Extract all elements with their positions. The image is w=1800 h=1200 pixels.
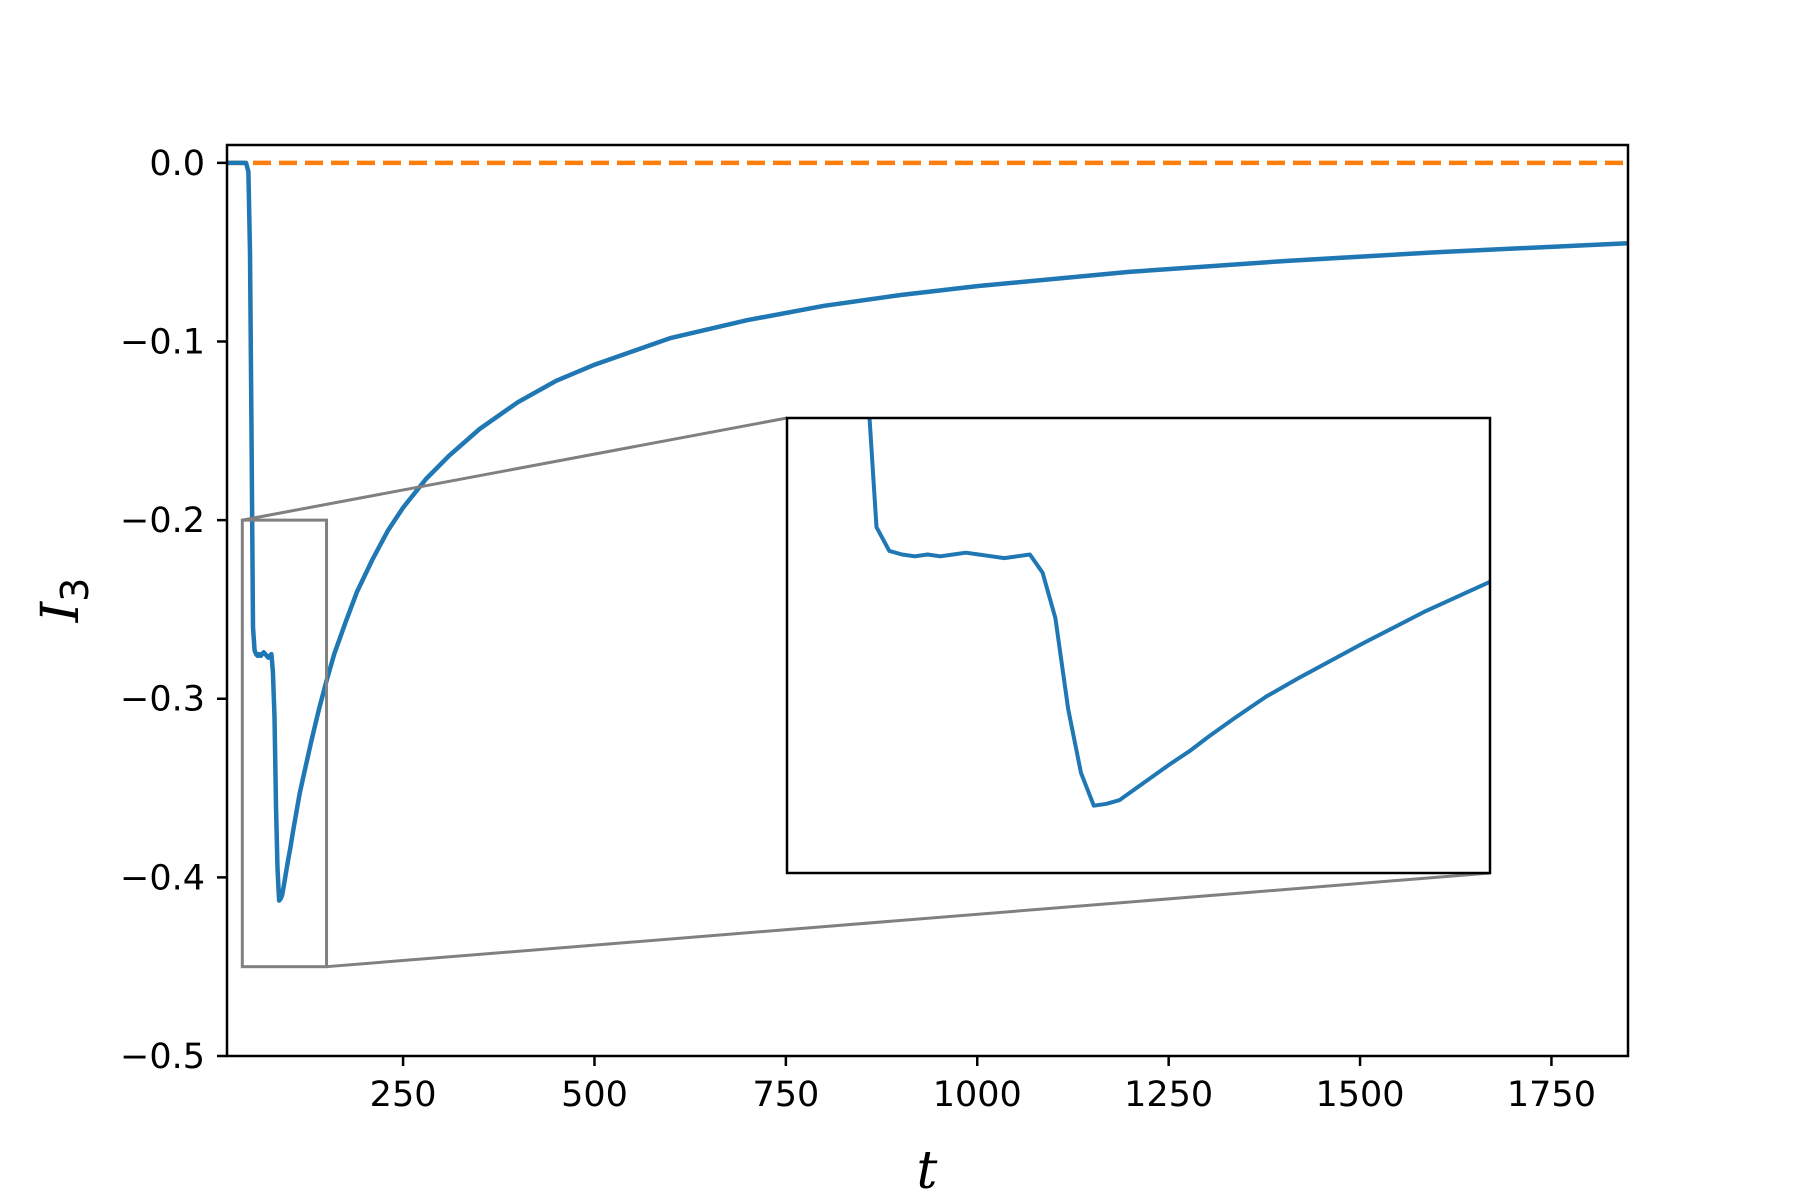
inset-background (787, 418, 1490, 873)
x-tick-label: 500 (561, 1075, 628, 1115)
x-tick-label: 1000 (933, 1075, 1022, 1115)
x-axis-label: t (917, 1141, 938, 1200)
x-tick-label: 1500 (1316, 1075, 1405, 1115)
zoom-connector-top (242, 416, 788, 522)
inset-frame (785, 416, 1492, 875)
y-axis: 0.0 −0.1 −0.2 −0.3 −0.4 −0.5 (120, 144, 227, 1077)
x-tick-label: 1250 (1124, 1075, 1213, 1115)
zoom-connector-bottom (326, 871, 1491, 969)
plot-frame (225, 143, 1630, 1058)
y-axis-label: I3 (31, 578, 97, 624)
y-tick-label: −0.2 (120, 501, 205, 541)
y-tick-label: −0.1 (120, 322, 205, 362)
y-tick-label: −0.5 (120, 1037, 205, 1077)
y-tick-label: 0.0 (149, 144, 205, 184)
y-tick-label: −0.3 (120, 680, 205, 720)
zoom-box (240, 518, 329, 969)
x-axis: 250 500 750 1000 1250 1500 1750 (370, 1056, 1596, 1115)
inset-series-line (867, 418, 1490, 808)
x-tick-label: 250 (370, 1075, 437, 1115)
x-tick-label: 1750 (1507, 1075, 1596, 1115)
y-tick-label: −0.4 (120, 858, 205, 898)
x-tick-label: 750 (752, 1075, 819, 1115)
series-line (227, 160, 1628, 903)
